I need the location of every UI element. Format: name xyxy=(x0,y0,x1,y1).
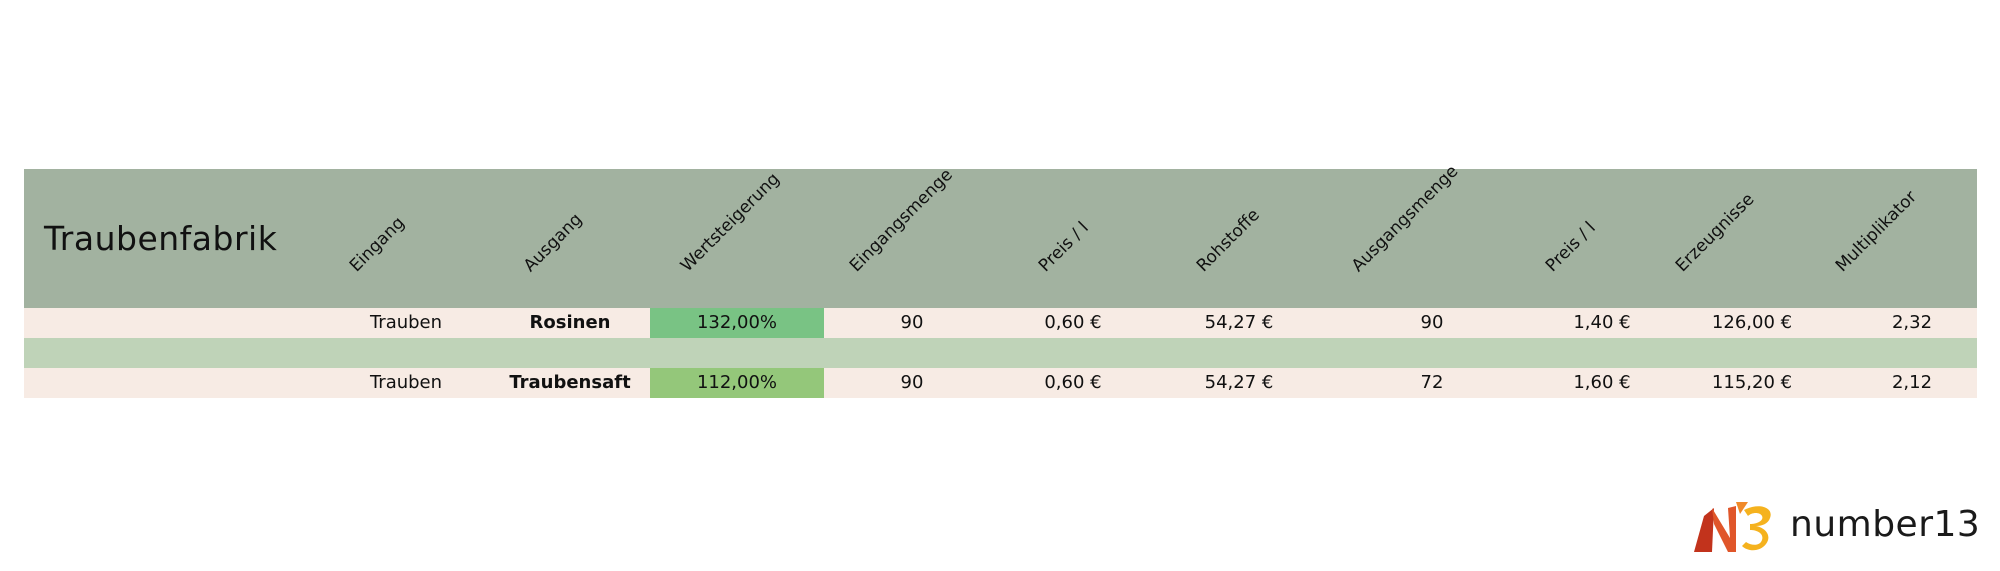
n13-logo-icon xyxy=(1694,502,1771,552)
cell-rohstoffe: 54,27 € xyxy=(1204,312,1274,333)
spreadsheet-table: Traubenfabrik Eingang Ausgang Wertsteige… xyxy=(24,161,1977,398)
cell-ausgang: Traubensaft xyxy=(509,372,631,393)
column-header-preis-ein: Preis / l xyxy=(1034,218,1093,276)
cell-eingangsmenge: 90 xyxy=(900,312,924,333)
table-row: Trauben Rosinen 132,00% 90 0,60 € 54,27 … xyxy=(24,308,1977,338)
sheet-title: Traubenfabrik xyxy=(44,219,278,258)
column-header-preis-aus: Preis / l xyxy=(1541,218,1600,276)
cell-eingang: Trauben xyxy=(369,312,443,333)
table-row: Trauben Traubensaft 112,00% 90 0,60 € 54… xyxy=(24,368,1977,398)
cell-preis-ein: 0,60 € xyxy=(1044,312,1102,333)
column-header-ausgangsmenge: Ausgangsmenge xyxy=(1347,161,1463,276)
column-header-ausgang: Ausgang xyxy=(519,209,587,276)
spacer-row xyxy=(24,338,1977,368)
table-header: Traubenfabrik Eingang Ausgang Wertsteige… xyxy=(24,161,1977,308)
cell-preis-aus: 1,60 € xyxy=(1573,372,1631,393)
cell-ausgang: Rosinen xyxy=(529,312,611,333)
cell-erzeugnisse: 115,20 € xyxy=(1711,372,1793,393)
cell-erzeugnisse: 126,00 € xyxy=(1711,312,1793,333)
cell-preis-ein: 0,60 € xyxy=(1044,372,1102,393)
cell-eingangsmenge: 90 xyxy=(900,372,924,393)
column-header-multiplikator: Multiplikator xyxy=(1831,187,1921,276)
cell-wertsteigerung: 112,00% xyxy=(650,368,824,398)
column-header-wertsteigerung: Wertsteigerung xyxy=(676,169,784,276)
cell-eingang: Trauben xyxy=(369,372,443,393)
cell-rohstoffe: 54,27 € xyxy=(1204,372,1274,393)
column-header-rohstoffe: Rohstoffe xyxy=(1192,205,1264,276)
cell-wertsteigerung: 132,00% xyxy=(650,308,824,338)
column-header-eingang: Eingang xyxy=(345,213,409,276)
column-header-eingangsmenge: Eingangsmenge xyxy=(845,165,957,276)
cell-ausgangsmenge: 72 xyxy=(1420,372,1444,393)
logo-wordmark: number13 xyxy=(1790,504,1981,545)
number13-logo: number13 xyxy=(1690,498,1980,554)
cell-ausgangsmenge: 90 xyxy=(1420,312,1444,333)
cell-multiplikator: 2,12 xyxy=(1891,372,1933,393)
cell-multiplikator: 2,32 xyxy=(1891,312,1933,333)
column-header-erzeugnisse: Erzeugnisse xyxy=(1671,189,1759,276)
cell-preis-aus: 1,40 € xyxy=(1573,312,1631,333)
